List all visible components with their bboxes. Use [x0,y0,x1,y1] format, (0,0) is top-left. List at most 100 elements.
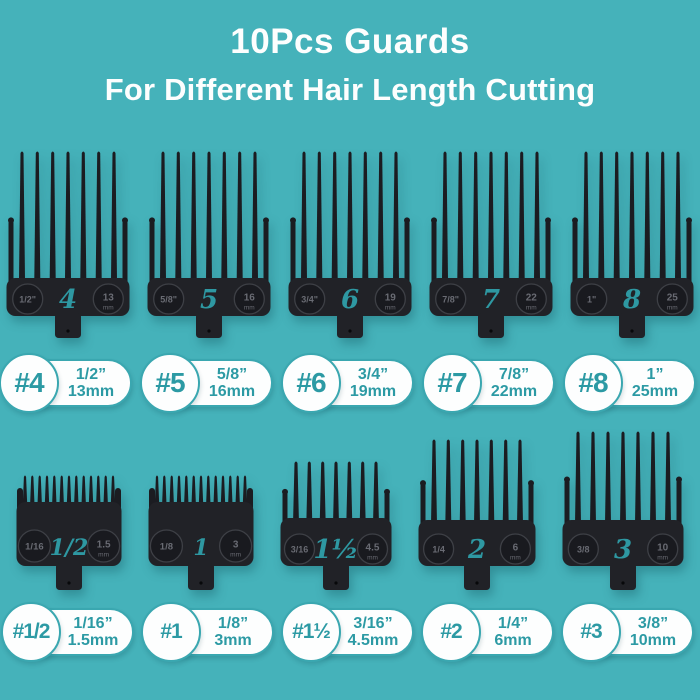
guard-number: #1/2 [12,620,51,643]
comb-tooth [80,151,87,288]
comb-inch-mark: 1/2" [19,295,36,305]
comb-rail-hook [686,217,692,224]
comb-tooth [488,439,495,530]
guard-comb-8: 1" 25mm 8 [570,151,694,338]
comb-mm-unit: mm [657,555,668,562]
size-label-4: #4 1/2” 13mm [0,353,132,413]
comb-tooth [332,461,340,528]
comb-clip-tab [610,563,636,590]
comb-side-rail [384,491,390,526]
comb-number: 1 [193,535,208,561]
comb-tooth [459,439,466,530]
comb-tooth [346,461,353,528]
guard-number: #1 [160,620,182,643]
comb-clip-tab [56,563,82,590]
guard-comb-11-2: 3/16 4.5mm 1½ [280,461,392,590]
size-text: 3/16” 4.5mm [346,615,400,650]
guard-number-badge: #1½ [281,602,341,662]
mm-emboss-circle [86,529,121,563]
comb-side-rail [263,220,269,286]
mm-emboss-circle [356,533,389,565]
comb-side-rail [404,220,410,286]
inch-emboss-circle [422,533,455,565]
size-text: 1” 25mm [628,366,682,401]
comb-side-rail [122,220,128,286]
guard-comb-1-2: 1/16 1.5mm 1/2 [16,475,122,590]
comb-tooth [582,151,590,288]
comb-inch-mark: 3/16 [291,545,309,555]
comb-clip-tab [478,313,504,338]
comb-clip-tab [619,313,645,338]
comb-clip-tab [337,313,363,338]
inch-emboss-circle [435,283,467,315]
guard-number: #1½ [292,620,331,643]
inch-emboss-circle [17,529,52,563]
guard-number-badge: #8 [563,353,623,413]
tab-pin [475,581,479,585]
inch-size: 3/16” [353,614,393,632]
comb-rail-hook [122,217,128,224]
guard-number-badge: #2 [421,602,481,662]
comb-clip-tab [323,563,349,590]
mm-size: 4.5mm [347,632,399,649]
guard-comb-4: 1/2" 13mm 4 [6,151,130,338]
comb-mm-unit: mm [667,305,678,312]
mm-size: 25mm [631,383,679,400]
mm-emboss-circle [656,283,688,315]
guard-comb-7: 7/8" 22mm 7 [429,151,553,338]
mm-size: 16mm [208,383,256,400]
top-label-row: #4 1/2” 13mm #5 5/8” 16mm #6 3/4” 19mm #7 7/8” 22mm… [0,352,700,414]
mm-emboss-circle [499,533,532,565]
comb-number: 4 [59,285,77,315]
comb-tooth [159,151,167,288]
inch-size: 1/4” [497,614,529,632]
comb-tooth [473,439,481,530]
guard-number: #6 [296,367,326,398]
comb-tooth [205,151,213,288]
guard-comb-5: 5/8" 16mm 5 [147,151,271,338]
inch-emboss-circle [12,283,44,315]
inch-size: 1/8” [217,614,249,632]
mm-emboss-circle [515,283,547,315]
comb-tooth [503,151,510,288]
comb-clip-tab [55,313,81,338]
size-text: 7/8” 22mm [487,366,541,401]
guard-number-badge: #3 [561,602,621,662]
comb-tooth [604,431,612,530]
comb-rail-hook [572,217,578,224]
comb-tooth [110,151,118,288]
comb-inch-mark: 5/8" [160,295,177,305]
inch-emboss-circle [567,533,599,565]
size-label-7: #7 7/8” 22mm [422,353,555,413]
comb-tooth [598,151,605,288]
comb-tooth [649,431,657,530]
mm-size: 22mm [490,383,538,400]
comb-tooth [175,151,182,288]
comb-mm-unit: mm [103,305,114,312]
inch-emboss-circle [149,529,184,563]
mm-size: 10mm [629,632,677,649]
tab-pin [67,581,71,585]
comb-tooth [34,151,41,288]
size-text: 5/8” 16mm [205,366,259,401]
comb-mm-value: 19 [385,293,397,304]
tab-pin [334,581,338,585]
comb-side-rail [290,220,296,286]
comb-tooth [300,151,308,288]
comb-number: 8 [622,285,641,315]
comb-tooth [331,151,338,288]
comb-rail-hook [404,217,410,224]
comb-tooth [487,151,495,288]
comb-rail-hook [676,476,682,483]
comb-tooth [64,151,72,288]
comb-side-rail [545,220,551,286]
mm-size: 13mm [67,383,115,400]
comb-tooth [589,431,597,530]
comb-clip-tab [196,313,222,338]
comb-tooth [316,151,323,288]
comb-mm-unit: mm [367,555,378,562]
guard-number: #7 [437,367,467,398]
comb-rail-hook [282,488,288,495]
comb-tooth [502,439,509,530]
mm-emboss-circle [92,283,124,315]
